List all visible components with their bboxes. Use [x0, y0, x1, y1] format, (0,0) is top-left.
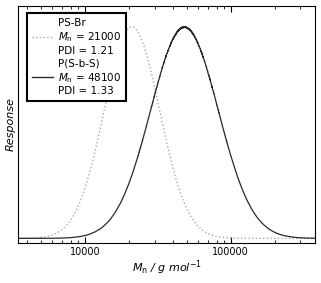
Legend: PS-Br
$M_\mathrm{n}$ = 21000
PDI = 1.21, P(S-b-S)
$M_\mathrm{n}$ = 48100
PDI = 1: PS-Br $M_\mathrm{n}$ = 21000 PDI = 1.21,… [27, 13, 126, 102]
X-axis label: $M_\mathrm{n}$ / g mol$^{-1}$: $M_\mathrm{n}$ / g mol$^{-1}$ [132, 259, 202, 277]
Y-axis label: Response: Response [5, 97, 15, 151]
